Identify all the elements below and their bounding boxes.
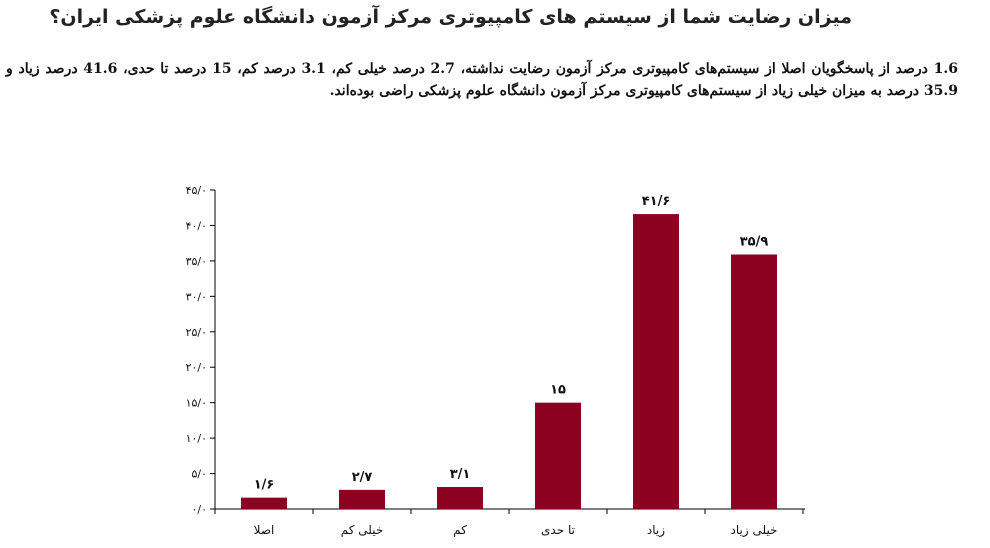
page-title: میزان رضایت شما از سیستم های کامپیوتری م… <box>49 6 852 28</box>
bar <box>339 489 385 509</box>
data-label: ۴۱/۶ <box>642 194 671 209</box>
data-label: ۳۵/۹ <box>740 235 769 250</box>
data-label: ۳/۱ <box>450 467 471 482</box>
y-tick-label: ۲۵/۰ <box>186 326 207 339</box>
chart-description: 1.6 درصد از پاسخگویان اصلا از سیستم‌های … <box>6 61 958 99</box>
y-tick-label: ۴۵/۰ <box>186 184 207 197</box>
data-label: ۱/۶ <box>254 478 275 493</box>
y-tick-label: ۱۵/۰ <box>186 397 207 410</box>
data-label: ۲/۷ <box>352 470 373 485</box>
y-tick-label: ۳۰/۰ <box>186 290 207 303</box>
x-tick-label: تا حدی <box>541 523 575 537</box>
y-tick-label: ۲۰/۰ <box>186 361 207 374</box>
bar <box>633 214 679 509</box>
y-tick-label: ۵/۰ <box>191 468 207 481</box>
y-tick-label: ۳۵/۰ <box>186 255 207 268</box>
x-tick-label: کم <box>453 523 467 537</box>
y-tick-label: ۰/۰ <box>191 503 207 516</box>
bar <box>437 487 483 509</box>
x-tick-label: خیلی کم <box>341 523 384 537</box>
y-tick-label: ۴۰/۰ <box>186 219 207 232</box>
bar <box>535 402 581 509</box>
data-label: ۱۵ <box>550 383 566 398</box>
x-tick-label: خیلی زیاد <box>731 523 778 538</box>
bar <box>731 254 777 509</box>
x-tick-label: اصلا <box>254 523 275 537</box>
y-tick-label: ۱۰/۰ <box>186 432 207 445</box>
x-tick-label: زیاد <box>647 523 665 538</box>
bar <box>241 497 287 509</box>
